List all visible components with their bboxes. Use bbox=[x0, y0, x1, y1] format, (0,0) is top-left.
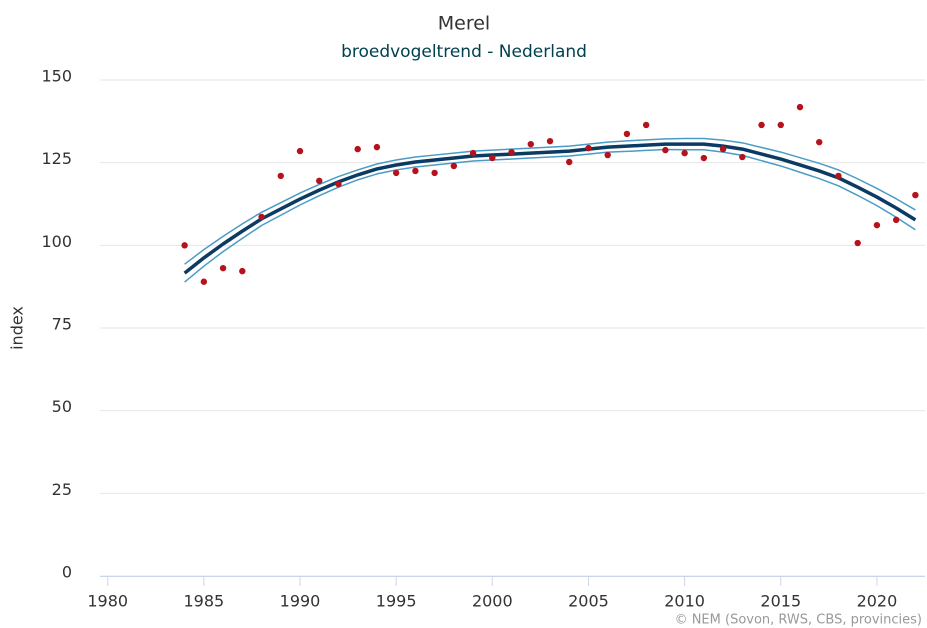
data-point bbox=[681, 149, 688, 157]
y-tick-label: 125 bbox=[41, 149, 72, 168]
credit: © NEM (Sovon, RWS, CBS, provincies) bbox=[675, 613, 922, 628]
data-point bbox=[508, 148, 515, 156]
data-point bbox=[777, 121, 784, 129]
x-tick-label: 1985 bbox=[183, 592, 224, 611]
data-point bbox=[373, 143, 381, 151]
data-point bbox=[854, 239, 861, 247]
data-point bbox=[181, 242, 188, 249]
data-point bbox=[642, 121, 650, 129]
x-tick-label: 1980 bbox=[87, 592, 128, 611]
data-point bbox=[316, 177, 323, 185]
data-point bbox=[700, 154, 708, 162]
data-point bbox=[219, 264, 227, 272]
trend-line bbox=[183, 142, 917, 275]
x-tick-label: 2020 bbox=[857, 592, 898, 611]
data-point bbox=[239, 267, 246, 275]
data-point bbox=[873, 221, 881, 229]
data-point bbox=[354, 145, 361, 153]
trend-line bbox=[184, 148, 916, 283]
data-point bbox=[623, 130, 631, 138]
data-point bbox=[527, 140, 534, 148]
data-point bbox=[662, 146, 669, 154]
x-tick-label: 1990 bbox=[280, 592, 321, 611]
data-point bbox=[335, 180, 342, 188]
data-point bbox=[739, 153, 746, 161]
data-point bbox=[296, 147, 304, 155]
x-tick-label: 2005 bbox=[568, 592, 609, 611]
data-point bbox=[566, 158, 573, 166]
y-tick-label: 0 bbox=[62, 563, 72, 582]
y-axis-label: index bbox=[8, 306, 27, 350]
x-tick-label: 1995 bbox=[376, 592, 417, 611]
data-point bbox=[816, 138, 823, 146]
data-point bbox=[469, 149, 477, 157]
data-point bbox=[892, 216, 900, 224]
trend-line bbox=[184, 137, 916, 265]
data-point bbox=[604, 151, 611, 159]
chart-title: Merel bbox=[438, 13, 490, 35]
y-tick-label: 150 bbox=[41, 67, 72, 86]
chart-subtitle: broedvogeltrend - Nederland bbox=[341, 42, 587, 62]
data-point bbox=[758, 121, 765, 129]
data-point bbox=[546, 137, 554, 145]
data-point bbox=[450, 162, 458, 170]
y-tick-label: 100 bbox=[41, 232, 72, 251]
x-tick-label: 2010 bbox=[664, 592, 705, 611]
data-point bbox=[431, 169, 438, 177]
data-point bbox=[489, 154, 496, 162]
data-point bbox=[835, 172, 842, 180]
y-tick-label: 50 bbox=[52, 397, 72, 416]
data-point bbox=[258, 213, 265, 221]
y-tick-label: 25 bbox=[52, 480, 72, 499]
data-point bbox=[200, 278, 208, 285]
data-point bbox=[392, 169, 400, 177]
data-point bbox=[412, 167, 419, 175]
data-point bbox=[585, 144, 592, 152]
x-tick-label: 2000 bbox=[472, 592, 513, 611]
data-point bbox=[912, 191, 919, 199]
data-point bbox=[277, 172, 284, 180]
y-tick-label: 75 bbox=[52, 315, 72, 334]
data-point bbox=[796, 103, 804, 111]
data-point bbox=[719, 145, 727, 153]
x-tick-label: 2015 bbox=[760, 592, 801, 611]
